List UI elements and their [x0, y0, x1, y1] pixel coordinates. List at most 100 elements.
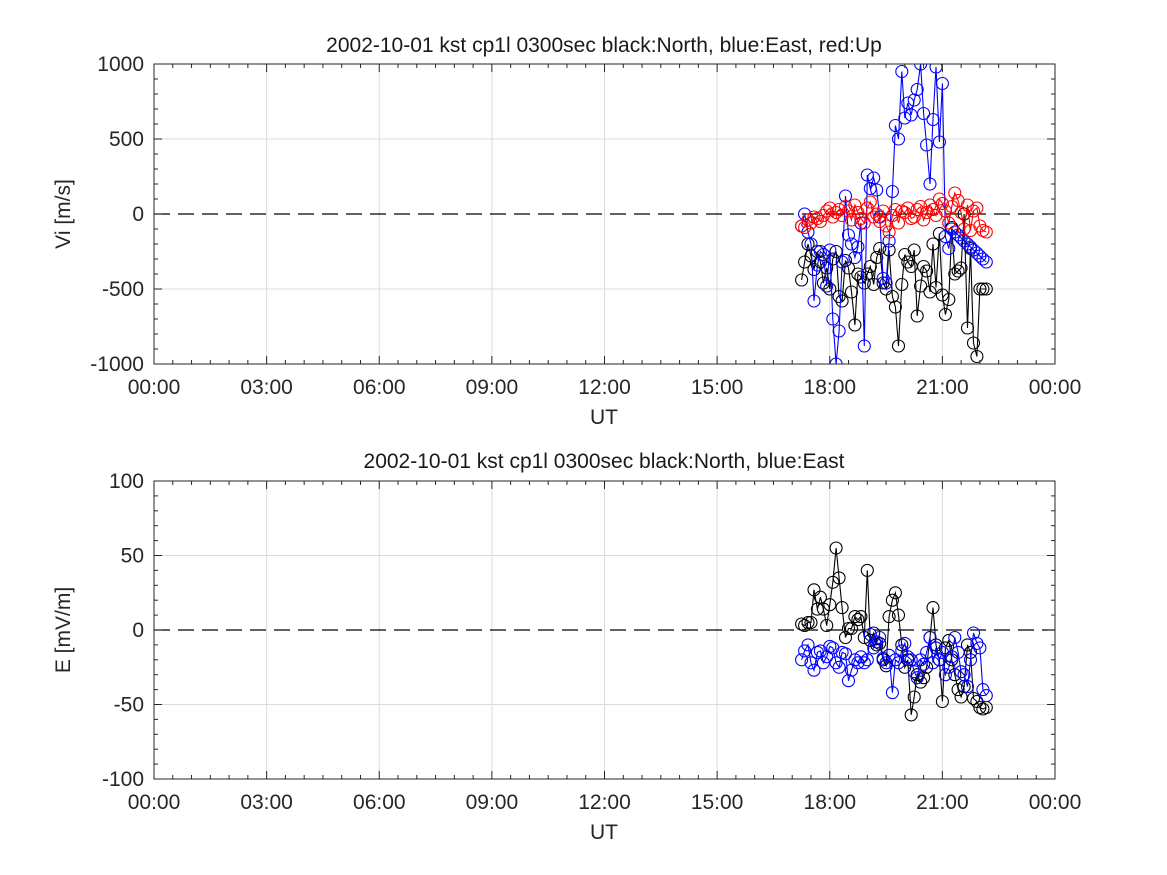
velocity-y-tick-label: -500: [102, 278, 144, 301]
velocity-y-tick-label: 1000: [97, 53, 144, 76]
velocity-east-point: [904, 108, 918, 122]
velocity-north-point: [863, 259, 877, 274]
velocity-east-point: [854, 216, 868, 230]
velocity-x-tick-label: 18:00: [804, 376, 857, 399]
velocity-x-tick-label: 03:00: [240, 376, 293, 399]
efield-north-point: [907, 690, 921, 704]
velocity-up-point: [907, 210, 921, 224]
velocity-east-point: [870, 183, 884, 197]
efield-east-point: [901, 650, 915, 664]
efield-east-point: [951, 645, 965, 659]
velocity-up-point: [923, 198, 937, 212]
velocity-east-point: [910, 82, 924, 97]
velocity-north-point: [920, 264, 934, 278]
efield-east-point: [832, 660, 846, 674]
velocity-up-point: [970, 201, 984, 215]
velocity-up-point: [935, 196, 949, 211]
velocity-up-point: [891, 216, 906, 230]
efield-y-tick-label: -50: [114, 694, 144, 717]
efield-east-point: [970, 636, 984, 650]
velocity-east-point: [829, 357, 843, 364]
velocity-north-point: [976, 282, 990, 296]
velocity-east-point: [885, 184, 899, 199]
velocity-up-line: [801, 191, 987, 234]
efield-north-point: [888, 586, 902, 600]
efield-x-tick-label: 21:00: [916, 791, 969, 814]
velocity-up-point: [938, 204, 952, 218]
velocity-east-point: [879, 276, 893, 290]
efield-x-tick-label: 00:00: [1029, 791, 1082, 814]
efield-east-point: [910, 671, 924, 685]
velocity-east-point: [920, 138, 934, 152]
efield-panel: 2002-10-01 kst cp1l 0300sec black:North,…: [52, 450, 1081, 844]
velocity-y-tick-label: 500: [109, 128, 144, 151]
efield-north-point: [801, 615, 815, 630]
velocity-north-point: [820, 261, 834, 275]
velocity-north-line: [801, 213, 987, 357]
velocity-north-point: [867, 277, 881, 292]
velocity-east-point: [844, 237, 859, 251]
velocity-x-tick-label: 15:00: [691, 376, 744, 399]
velocity-north-point: [926, 237, 940, 251]
velocity-up-point: [957, 222, 971, 236]
efield-north-point: [910, 668, 924, 682]
velocity-up-point: [904, 211, 918, 226]
velocity-north-point: [873, 241, 887, 256]
efield-y-tick-label: 50: [121, 545, 144, 568]
efield-east-point: [851, 656, 865, 670]
velocity-east-point: [942, 241, 956, 256]
efield-title: 2002-10-01 kst cp1l 0300sec black:North,…: [364, 450, 845, 473]
efield-east-point: [860, 653, 874, 667]
efield-north-point: [935, 694, 949, 709]
velocity-panel: 2002-10-01 kst cp1l 0300sec black:North,…: [52, 34, 1081, 429]
velocity-east-point: [841, 228, 856, 242]
efield-east-point: [963, 653, 978, 667]
velocity-east-point: [867, 171, 881, 185]
efield-north-point: [832, 571, 846, 585]
velocity-east-point: [832, 324, 846, 338]
efield-north-point: [804, 615, 818, 630]
efield-east-point: [898, 636, 912, 650]
velocity-east-point: [891, 132, 906, 146]
efield-x-tick-label: 18:00: [804, 791, 857, 814]
velocity-north-point: [938, 307, 952, 322]
velocity-up-point: [813, 214, 827, 229]
velocity-east-point: [826, 312, 840, 326]
efield-east-line: [801, 632, 987, 696]
velocity-tick-marks: [153, 63, 1056, 365]
efield-north-point: [829, 541, 843, 555]
efield-x-tick-label: 03:00: [240, 791, 293, 814]
velocity-up-point: [942, 216, 956, 230]
efield-north-point: [854, 610, 868, 624]
efield-east-point: [926, 656, 940, 670]
velocity-up-point: [917, 213, 931, 227]
efield-x-tick-label: 06:00: [353, 791, 406, 814]
velocity-up-point: [948, 186, 962, 200]
velocity-north-point: [942, 292, 956, 307]
efield-x-tick-label: 09:00: [466, 791, 519, 814]
velocity-north-point: [973, 282, 987, 296]
efield-east-point: [857, 656, 871, 670]
velocity-up-point: [804, 216, 818, 230]
velocity-east-point: [860, 168, 874, 182]
efield-north-point: [835, 601, 849, 615]
velocity-east-point: [823, 243, 837, 257]
velocity-east-point: [835, 255, 849, 269]
efield-east-point: [960, 680, 975, 694]
efield-east-point: [807, 663, 821, 677]
velocity-up-point: [966, 204, 981, 218]
velocity-east-point: [976, 252, 990, 266]
efield-x-axis-label: UT: [590, 821, 618, 844]
efield-north-point: [926, 601, 940, 615]
efield-series-east: [795, 626, 993, 703]
velocity-x-tick-label: 00:00: [1029, 376, 1082, 399]
velocity-north-point: [970, 349, 984, 364]
efield-north-point: [954, 690, 968, 704]
velocity-north-point: [851, 267, 865, 281]
efield-north-point: [851, 613, 865, 627]
velocity-east-point: [888, 118, 902, 133]
efield-east-point: [867, 641, 881, 655]
velocity-east-point: [979, 255, 993, 269]
efield-east-point: [942, 660, 956, 674]
velocity-north-point: [966, 336, 981, 350]
